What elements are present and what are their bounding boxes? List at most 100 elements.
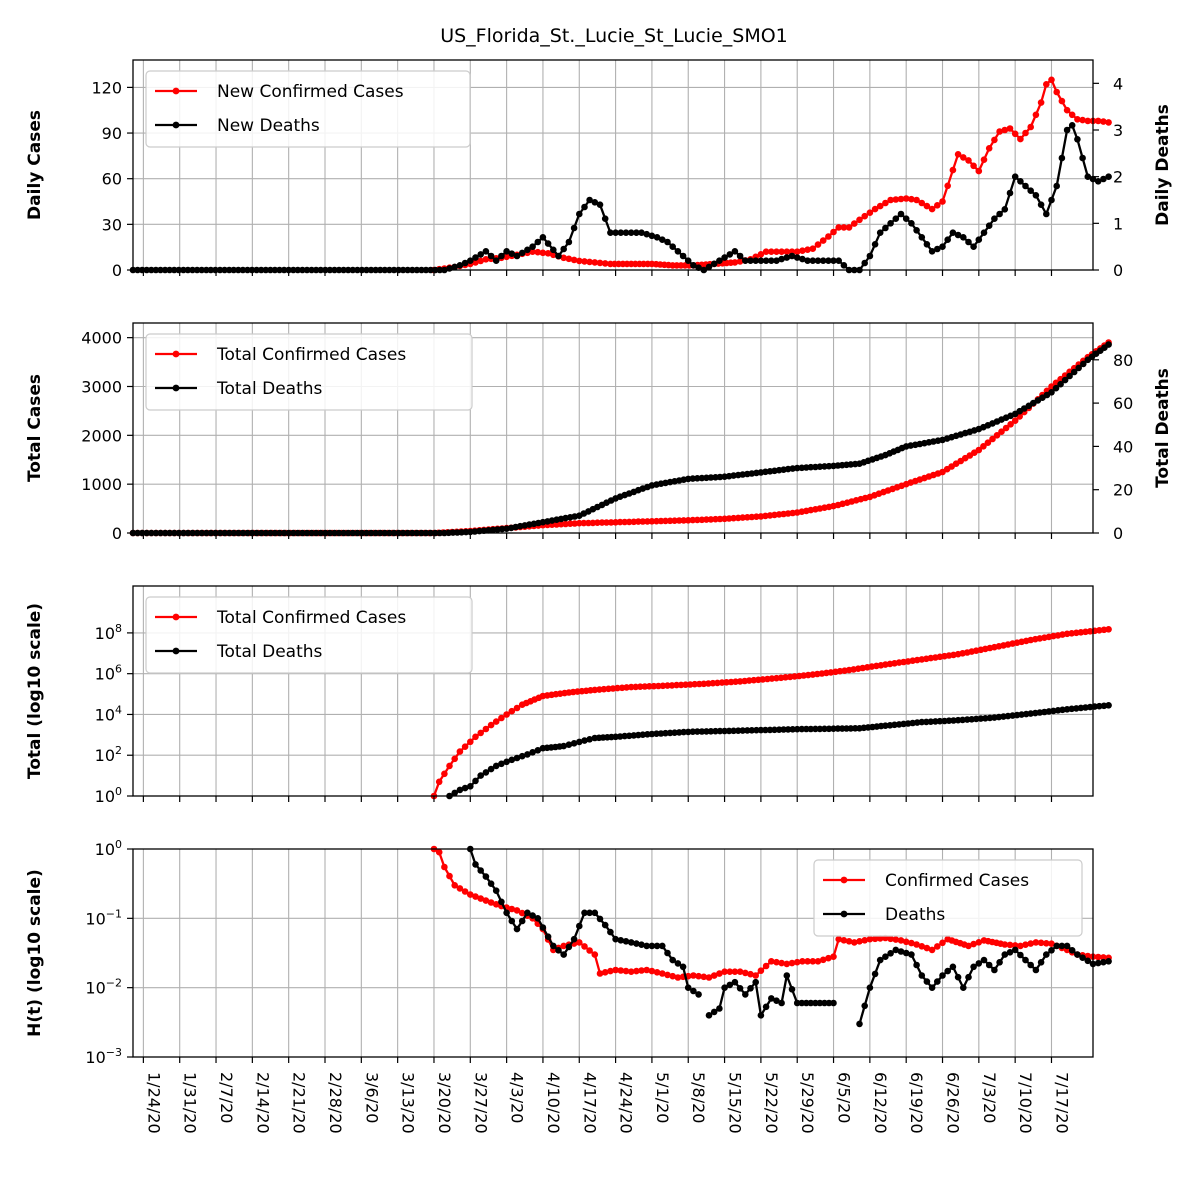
series-new-confirmed-cases-point — [1084, 117, 1092, 125]
series-total-confirmed-cases-point — [446, 762, 453, 770]
x-tick-label: 3/6/20 — [362, 1072, 381, 1124]
series-new-deaths-point — [980, 229, 988, 236]
series-new-confirmed-cases-point — [529, 248, 536, 255]
series-new-deaths-point — [451, 263, 459, 271]
series-total-deaths-point — [793, 725, 801, 733]
series-deaths-point — [534, 915, 542, 922]
series-confirmed-cases-point — [591, 951, 599, 958]
series-deaths-point — [591, 909, 599, 917]
y-tick-label: 0 — [112, 261, 122, 280]
series-confirmed-cases-point — [705, 974, 713, 981]
series-confirmed-cases-point — [664, 971, 671, 979]
series-new-deaths-point — [960, 234, 967, 241]
series-deaths-point — [975, 960, 983, 967]
series-total-deaths-point — [508, 756, 516, 764]
x-tick-label: 2/21/20 — [290, 1072, 309, 1134]
series-new-confirmed-cases-point — [736, 258, 744, 265]
x-tick-label: 3/27/20 — [471, 1072, 490, 1134]
series-new-deaths-point — [783, 254, 791, 261]
y-right-tick-label: 80 — [1113, 351, 1133, 370]
series-new-deaths-point — [768, 257, 775, 265]
series-confirmed-cases-point — [560, 942, 567, 950]
series-deaths-point — [581, 909, 588, 917]
legend-marker — [172, 384, 180, 392]
series-deaths-point — [503, 909, 510, 917]
series-new-deaths-point — [944, 236, 951, 243]
series-total-confirmed-cases-point — [441, 770, 448, 778]
series-confirmed-cases-point — [492, 901, 500, 908]
series-new-deaths-point — [1048, 196, 1055, 204]
series-new-deaths-point — [975, 236, 983, 243]
series-deaths-point — [856, 1020, 863, 1028]
series-confirmed-cases-point — [467, 891, 474, 898]
series-new-deaths-point — [742, 257, 749, 265]
series-confirmed-cases-point — [648, 967, 656, 975]
series-new-confirmed-cases-point — [1105, 119, 1112, 126]
series-deaths-point — [887, 950, 894, 957]
x-tick-label: 4/10/20 — [544, 1072, 563, 1134]
series-new-confirmed-cases-point — [845, 224, 853, 231]
series-confirmed-cases-point — [825, 954, 832, 962]
series-new-deaths-point — [762, 257, 770, 265]
series-new-confirmed-cases-point — [835, 224, 842, 231]
series-new-confirmed-cases-point — [918, 199, 926, 207]
series-confirmed-cases-point — [757, 967, 765, 974]
series-total-confirmed-cases-point — [456, 748, 464, 755]
series-new-deaths-point — [1032, 192, 1040, 199]
y-right-tick-label: 0 — [1113, 524, 1123, 543]
series-deaths-point — [742, 991, 749, 998]
y-tick-label: 60 — [102, 170, 122, 189]
series-new-deaths-point — [830, 257, 837, 265]
series-total-deaths-point — [694, 728, 701, 735]
series-confirmed-cases-point — [477, 895, 485, 902]
series-new-confirmed-cases-point — [996, 128, 1003, 135]
series-new-confirmed-cases-point — [1017, 135, 1024, 143]
series-new-deaths-point — [897, 210, 905, 218]
series-deaths-point — [1043, 951, 1050, 958]
y-axis-label-right: Daily Deaths — [1153, 104, 1173, 226]
series-confirmed-cases-point — [934, 943, 941, 950]
series-new-confirmed-cases-point — [887, 196, 894, 204]
series-total-confirmed-cases-point — [503, 711, 510, 718]
series-new-deaths-point — [1079, 154, 1086, 162]
series-deaths-point — [980, 956, 988, 964]
series-new-deaths-point — [550, 246, 557, 254]
series-new-deaths-point — [679, 252, 687, 260]
series-new-confirmed-cases-point — [975, 167, 983, 175]
series-new-deaths-point — [643, 230, 650, 238]
series-deaths-point — [1074, 951, 1081, 958]
series-deaths-point — [897, 948, 905, 955]
series-confirmed-cases-point — [669, 972, 676, 980]
series-deaths-point — [965, 973, 972, 981]
legend-label: Total Confirmed Cases — [216, 608, 406, 628]
series-deaths-point — [902, 949, 910, 957]
y-axis-label: Daily Cases — [25, 110, 45, 220]
series-deaths-point — [934, 978, 941, 985]
series-new-deaths-point — [576, 210, 583, 218]
series-new-confirmed-cases-point — [539, 249, 547, 257]
series-deaths-point — [638, 941, 645, 948]
series-new-confirmed-cases-point — [570, 256, 578, 264]
series-new-deaths-point — [539, 234, 547, 241]
series-deaths-point — [539, 924, 547, 931]
series-total-deaths-point — [1052, 384, 1060, 392]
plot-frame — [132, 322, 1094, 534]
series-total-confirmed-cases-point — [639, 518, 647, 525]
series-deaths-point — [996, 959, 1003, 966]
series-deaths-point — [482, 873, 490, 880]
series-total-deaths-point — [807, 725, 815, 733]
series-confirmed-cases-point — [1100, 954, 1107, 961]
series-total-deaths-point — [586, 736, 593, 743]
series-deaths-point — [913, 961, 920, 969]
series-total-deaths-point — [456, 786, 464, 794]
series-new-confirmed-cases-point — [591, 259, 599, 266]
series-new-confirmed-cases-point — [1027, 123, 1034, 131]
x-tick-label: 7/17/20 — [1052, 1072, 1071, 1134]
legend: Total Confirmed Cases Total Deaths — [145, 333, 473, 411]
series-total-confirmed-cases-point — [594, 519, 601, 526]
series-new-deaths-point — [736, 252, 744, 260]
series-new-confirmed-cases-point — [472, 259, 479, 266]
series-deaths-point — [1032, 966, 1040, 974]
series-new-deaths-point — [653, 234, 661, 241]
series-confirmed-cases-point — [472, 893, 479, 900]
